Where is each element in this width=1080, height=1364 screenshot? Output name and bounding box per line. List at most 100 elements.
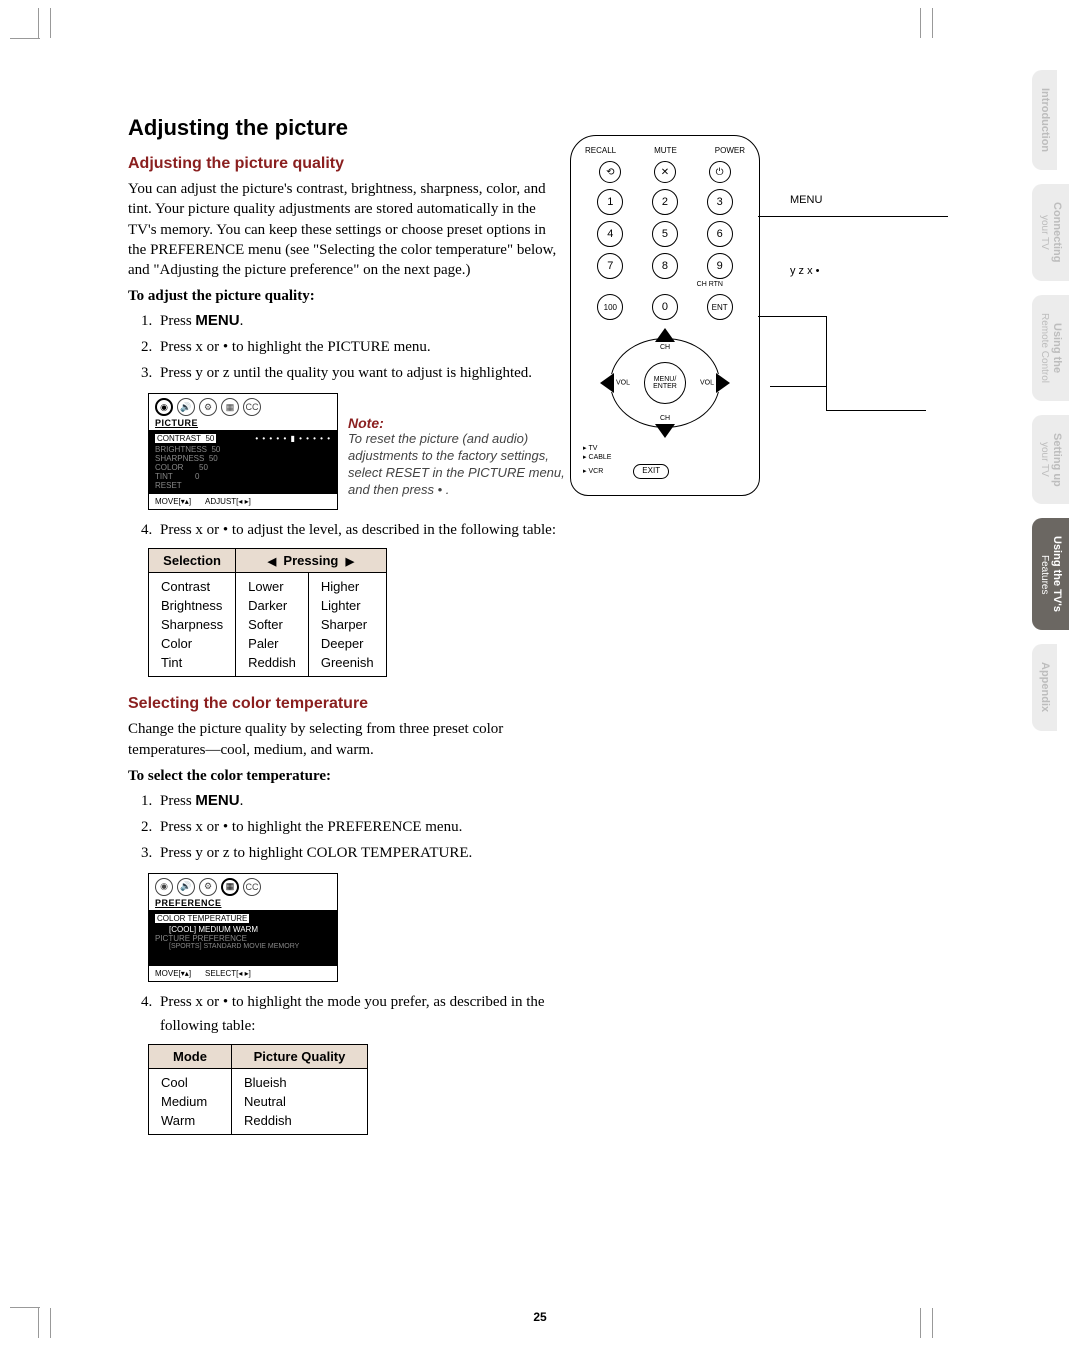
table-cell: Sharper [308, 615, 386, 634]
settings-icon: ⚙ [199, 398, 217, 416]
table-cell: Reddish [236, 653, 309, 677]
mode-table: Mode Picture Quality CoolBlueish MediumN… [148, 1044, 368, 1135]
osd-item: CONTRAST [157, 434, 201, 443]
osd-item: RESET [155, 481, 182, 490]
table-cell: Reddish [231, 1111, 367, 1135]
table-cell: Color [149, 634, 236, 653]
selection-table: Selection ◀ Pressing ▶ ContrastLowerHigh… [148, 548, 387, 677]
picture-icon: ◉ [155, 878, 173, 896]
step-a4: Press x or • to adjust the level, as des… [156, 518, 558, 542]
osd-value: 50 [209, 454, 218, 463]
procedure-heading-b: To select the color temperature: [128, 768, 558, 785]
remote-label: MUTE [654, 146, 677, 155]
leader-line [758, 316, 826, 317]
remote-label: RECALL [585, 146, 616, 155]
callout-menu: MENU [790, 194, 822, 206]
num-button: 2 [652, 189, 678, 215]
osd-item: BRIGHTNESS [155, 445, 207, 454]
menu-keyword: MENU [195, 312, 239, 329]
num-button: 100 [597, 294, 623, 320]
right-arrow-icon [716, 373, 730, 393]
dpad-label: CH [660, 415, 670, 422]
audio-icon: 🔊 [177, 398, 195, 416]
tab-introduction: Introduction [1032, 70, 1057, 170]
triangle-left-icon: ◀ [268, 556, 276, 568]
leader-line [770, 386, 826, 387]
osd-item: COLOR [155, 463, 183, 472]
num-button: 7 [597, 253, 623, 279]
menu-keyword: MENU [195, 792, 239, 809]
note-block: Note: To reset the picture (and audio) a… [348, 415, 568, 499]
switch-label: VCR [583, 468, 603, 475]
crop-mark [932, 8, 933, 38]
remote-label: POWER [715, 146, 745, 155]
recall-button-icon: ⟲ [599, 161, 621, 183]
osd-tab-icons: ◉ 🔊 ⚙ ▦ CC [149, 394, 337, 418]
dpad-label: VOL [616, 380, 630, 387]
step-text: Press [160, 793, 195, 809]
step-b1: Press MENU. [156, 789, 558, 813]
section-heading-colortemp: Selecting the color temperature [128, 695, 558, 713]
num-button: 5 [652, 221, 678, 247]
num-button: 8 [652, 253, 678, 279]
osd-footer: SELECT[◂ ▸] [205, 969, 251, 978]
note-title: Note: [348, 415, 568, 431]
crop-mark [10, 38, 40, 39]
osd-options: [COOL] MEDIUM WARM [155, 925, 331, 934]
table-cell: Deeper [308, 634, 386, 653]
steps-list-b: Press MENU. Press x or • to highlight th… [128, 789, 558, 865]
table-cell: Lower [236, 573, 309, 597]
num-button: 1 [597, 189, 623, 215]
th-label: Pressing [283, 553, 338, 568]
section-heading-quality: Adjusting the picture quality [128, 155, 558, 173]
dpad-label: VOL [700, 380, 714, 387]
exit-button: EXIT [633, 464, 669, 478]
table-cell: Lighter [308, 596, 386, 615]
triangle-right-icon: ▶ [346, 556, 354, 568]
settings-icon: ⚙ [199, 878, 217, 896]
tab-label: Setting up [1051, 433, 1063, 487]
osd-item: TINT [155, 472, 173, 481]
osd-title: PICTURE [149, 418, 337, 430]
step-a3: Press y or z until the quality you want … [156, 361, 558, 385]
crop-mark [920, 8, 921, 38]
osd-tab-icons: ◉ 🔊 ⚙ ▦ CC [149, 874, 337, 898]
cc-icon: CC [243, 398, 261, 416]
osd-body: CONTRAST 50 • • • • • ▮ • • • • • BRIGHTN… [149, 430, 337, 494]
osd-body: COLOR TEMPERATURE [COOL] MEDIUM WARM PIC… [149, 910, 337, 966]
page-title: Adjusting the picture [128, 115, 558, 141]
crop-mark [38, 1308, 39, 1338]
osd-value: 50 [199, 463, 208, 472]
steps-list-a: Press MENU. Press x or • to highlight th… [128, 309, 558, 385]
step-text: . [240, 793, 244, 809]
tab-sublabel: Features [1038, 536, 1050, 612]
tab-setting-up: Setting upyour TV [1032, 415, 1069, 505]
slider-icon: • • • • • ▮ • • • • • [255, 434, 331, 445]
osd-options: [SPORTS] STANDARD MOVIE MEMORY [155, 943, 331, 950]
table-cell: Cool [149, 1068, 232, 1092]
audio-icon: 🔊 [177, 878, 195, 896]
ent-button: ENT [707, 294, 733, 320]
osd-value: 50 [205, 434, 214, 443]
table-cell: Blueish [231, 1068, 367, 1092]
table-cell: Paler [236, 634, 309, 653]
osd-title: PREFERENCE [149, 898, 337, 910]
tab-sublabel: your TV [1038, 202, 1050, 263]
tab-label: Using the TV's [1051, 536, 1063, 612]
crop-mark [10, 1307, 40, 1308]
section-tabs: Introduction Connectingyour TV Using the… [1032, 70, 1080, 745]
preference-icon: ▦ [221, 398, 239, 416]
step-b2: Press x or • to highlight the PREFERENCE… [156, 815, 558, 839]
step-b4: Press x or • to highlight the mode you p… [156, 990, 558, 1038]
mute-button-icon: ✕ [654, 161, 676, 183]
osd-footer: MOVE[▾▴] [155, 497, 191, 506]
step-b3: Press y or z to highlight COLOR TEMPERAT… [156, 841, 558, 865]
osd-value: 50 [211, 445, 220, 454]
osd-picture-menu: ◉ 🔊 ⚙ ▦ CC PICTURE CONTRAST 50 • • • • • … [148, 393, 338, 510]
procedure-heading: To adjust the picture quality: [128, 288, 558, 305]
num-button: 6 [707, 221, 733, 247]
table-cell: Higher [308, 573, 386, 597]
osd-item: PICTURE PREFERENCE [155, 934, 331, 943]
table-cell: Medium [149, 1092, 232, 1111]
remote-label: CH RTN [583, 281, 723, 288]
